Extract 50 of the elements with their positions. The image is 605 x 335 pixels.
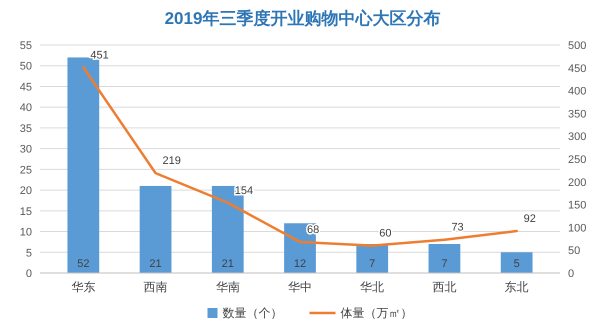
y-tick-label: 10 (20, 226, 32, 239)
bar (140, 186, 172, 273)
x-tick-label: 华中 (288, 280, 312, 294)
y-tick-label: 5 (26, 247, 32, 260)
y2-tick-label: 350 (568, 108, 586, 120)
data-label: 92 (524, 213, 536, 226)
y2-tick-label: 100 (568, 222, 586, 234)
data-label: 21 (149, 258, 162, 270)
data-label: 52 (77, 258, 90, 270)
y2-tick-label: 150 (568, 200, 586, 212)
y-tick-label: 55 (20, 40, 32, 52)
data-label: 12 (294, 258, 306, 270)
x-tick-label: 华东 (71, 280, 96, 294)
y-tick-label: 20 (20, 185, 32, 198)
x-tick-label: 华北 (360, 280, 384, 294)
data-label: 21 (222, 258, 234, 270)
data-label: 73 (451, 222, 464, 234)
y2-tick-label: 50 (568, 245, 580, 258)
x-tick-label: 东北 (504, 280, 529, 294)
y-tick-label: 15 (20, 206, 32, 218)
line-series (82, 66, 518, 247)
data-label: 7 (369, 258, 376, 270)
y-tick-label: 25 (20, 164, 32, 176)
y-tick-label: 40 (20, 102, 32, 114)
x-tick-label: 华南 (216, 280, 240, 294)
x-tick-label: 西南 (144, 280, 168, 294)
chart-title: 2019年三季度开业购物中心大区分布 (164, 9, 440, 28)
data-label: 219 (162, 155, 181, 168)
y-tick-label: 30 (20, 144, 32, 156)
data-label: 7 (441, 258, 448, 270)
y-tick-label: 0 (26, 268, 32, 280)
y2-tick-label: 200 (568, 176, 586, 189)
bar (500, 252, 533, 273)
bar (428, 244, 460, 273)
x-tick-label: 西北 (432, 280, 456, 294)
y2-tick-label: 300 (568, 131, 586, 144)
y2-tick-label: 0 (568, 268, 574, 280)
legend-label: 体量（万㎡） (340, 306, 412, 320)
data-label: 60 (379, 228, 392, 240)
y2-tick-label: 450 (568, 62, 586, 75)
y-tick-label: 50 (20, 60, 32, 73)
y2-tick-label: 400 (568, 86, 586, 98)
y2-tick-label: 500 (568, 40, 586, 52)
legend-label: 数量（个） (222, 306, 282, 320)
data-label: 451 (90, 49, 109, 62)
data-label: 5 (514, 258, 520, 270)
bar (67, 57, 100, 273)
y2-tick-label: 250 (568, 154, 586, 166)
y-tick-label: 35 (20, 122, 32, 135)
y-tick-label: 45 (20, 81, 32, 94)
